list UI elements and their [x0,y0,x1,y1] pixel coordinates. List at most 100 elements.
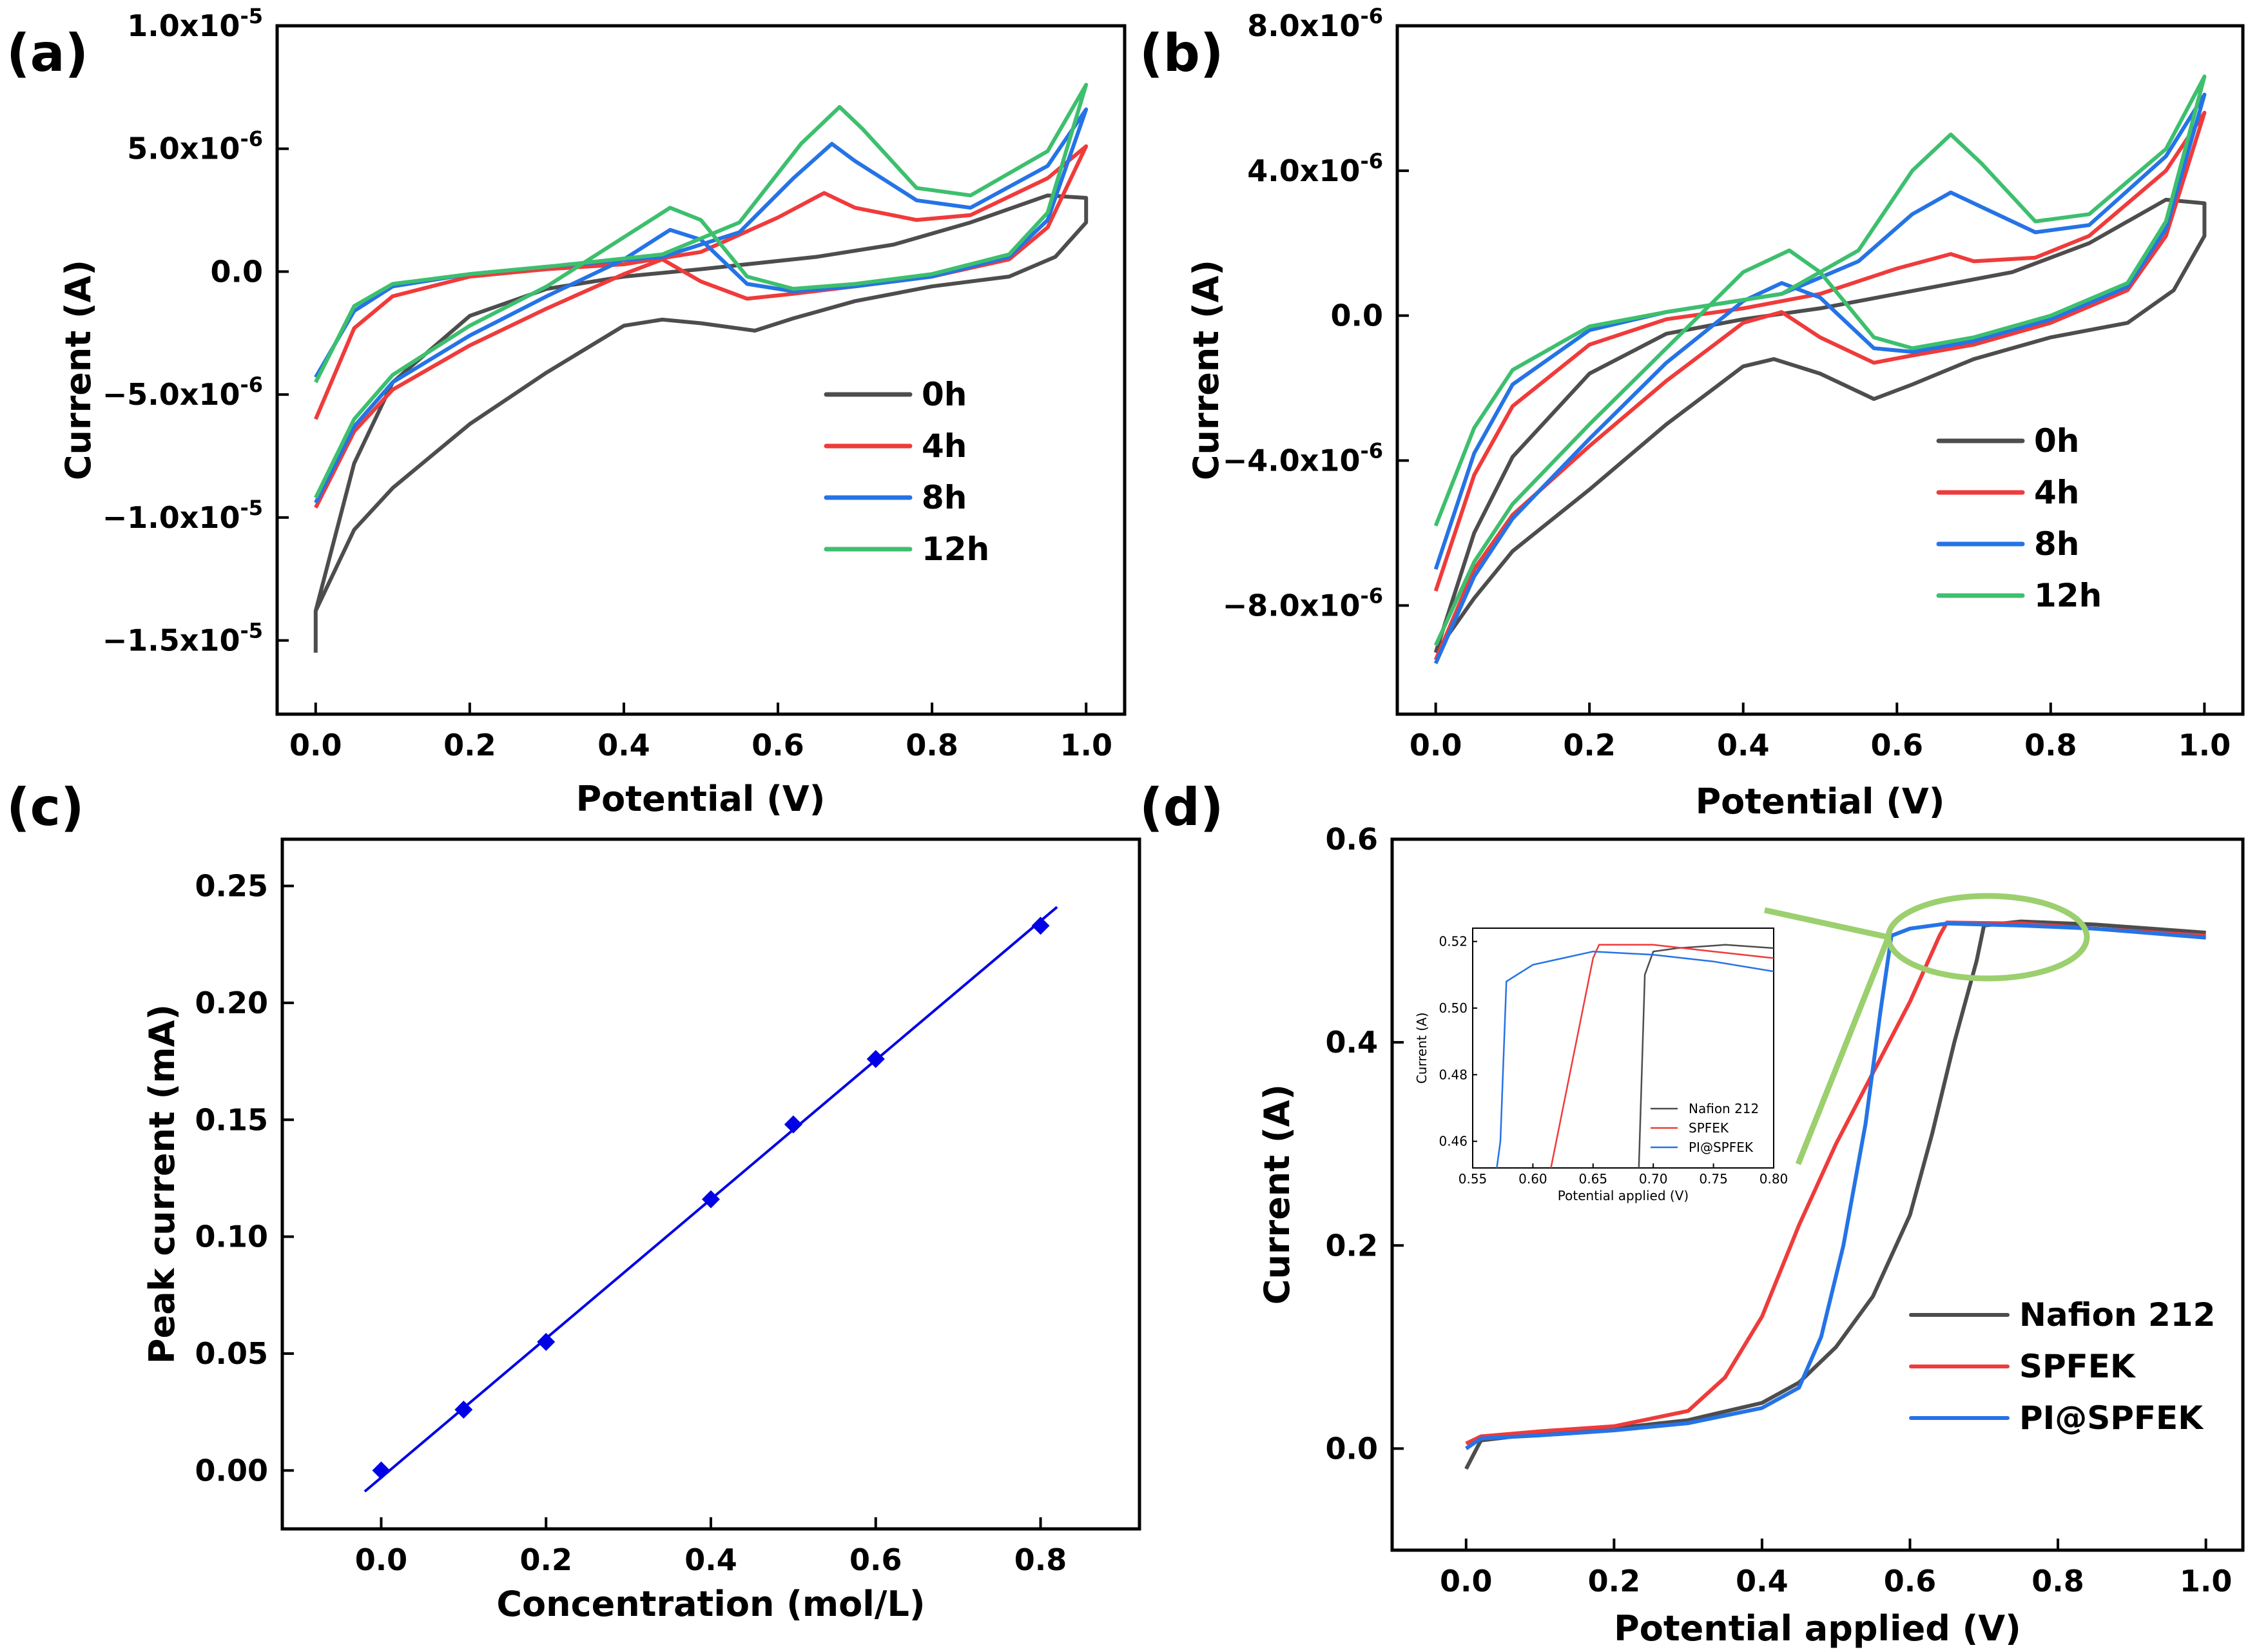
panel-c-panel-letter: (c) [6,777,84,837]
panel-b-x-tick-label: 0.2 [1563,728,1616,763]
panel-b-x-tick-label: 0.4 [1717,728,1770,763]
panel-d-x-tick-label: 0.6 [1884,1564,1937,1599]
panel-d-highlight-connector [1764,907,1889,940]
panel-a-series-line-8h [314,107,1089,504]
panel-d-inset-series-line-PI@SPFEK [1496,950,1774,1168]
panel-a-x-tick-label: 1.0 [1060,728,1112,763]
panel-c-x-tick-label: 0.2 [519,1542,572,1577]
panel-c-x-tick-label: 0.4 [684,1542,737,1577]
panel-b-x-tick-label: 1.0 [2178,728,2231,763]
panel-c-data-point [784,1115,802,1134]
panel-d-y-axis-title: Current (A) [1257,1084,1297,1305]
panel-a-panel-letter: (a) [6,23,88,83]
panel-c-data-point [866,1049,885,1068]
panel-d-inset-x-tick-label: 0.60 [1518,1171,1547,1187]
panel-d-series-line-PI@SPFEK [1465,921,2206,1450]
panel-d-x-tick-label: 0.8 [2031,1564,2084,1599]
panel-a-y-tick-label: 0.0 [211,254,264,289]
panel-a-y-tick-label: 1.0x10-5 [127,4,263,43]
panel-a-legend-label: 12h [922,530,989,568]
panel-b-series-line-12h [1433,74,2207,646]
panel-d-inset-y-tick-label: 0.46 [1439,1134,1468,1149]
panel-c-y-tick-label: 0.10 [195,1220,269,1254]
panel-d-inset-x-tick-label: 0.70 [1639,1171,1668,1187]
panel-d-inset-series-line-SPFEK [1550,944,1774,1168]
panel-d-inset-series-line-Nafion 212 [1638,944,1774,1168]
panel-a-series-line-4h [314,144,1089,509]
panel-d-y-tick-label: 0.6 [1326,822,1379,857]
panel-a-y-tick-label: 5.0x10-6 [127,127,263,166]
panel-d-y-tick-label: 0.4 [1326,1025,1379,1060]
panel-c-y-axis-title: Peak current (mA) [142,1004,182,1364]
panel-c-data-point [702,1190,720,1209]
panel-d-inset-x-tick-label: 0.80 [1759,1171,1788,1187]
panel-c-x-axis-title: Concentration (mol/L) [496,1584,925,1624]
panel-b-legend-label: 4h [2034,474,2079,511]
panel-b-legend-label: 8h [2034,525,2079,563]
panel-c-data-point [454,1401,473,1419]
panel-c-data-point [372,1461,391,1480]
panel-a-legend-label: 4h [922,427,967,465]
panel-a-x-tick-label: 0.0 [289,728,342,763]
panel-d-y-tick-label: 0.0 [1326,1431,1379,1466]
panel-d-inset-y-axis-title: Current (A) [1414,1013,1430,1084]
panel-c-data-point [537,1332,556,1351]
panel-d-panel-letter: (d) [1139,777,1223,837]
panel-b-panel-letter: (b) [1139,23,1223,83]
panel-b-y-tick-label: 0.0 [1331,298,1384,333]
panel-d-inset-x-tick-label: 0.75 [1699,1171,1728,1187]
panel-d-inset-legend-label: SPFEK [1689,1120,1729,1136]
panel-b-x-tick-label: 0.6 [1871,728,1924,763]
panel-c-data-point [1031,917,1050,935]
panel-c-x-tick-label: 0.8 [1014,1542,1067,1577]
panel-b-y-axis-title: Current (A) [1186,260,1226,480]
panel-b-series-line-4h [1433,110,2207,661]
panel-d-inset-y-tick-label: 0.50 [1439,1000,1468,1016]
panel-d-inset-legend-label: Nafion 212 [1689,1101,1759,1116]
panel-d-highlight-connector [1795,936,1892,1165]
panel-b-x-tick-label: 0.8 [2024,728,2077,763]
panel-b-x-tick-label: 0.0 [1410,728,1462,763]
panel-a-plot-frame [275,24,1127,716]
panel-a-x-axis-title: Potential (V) [576,779,826,819]
panel-d-inset-x-tick-label: 0.55 [1459,1171,1488,1187]
panel-b-y-tick-label: 8.0x10-6 [1247,4,1383,43]
panel-b-y-tick-label: −8.0x10-6 [1223,583,1383,623]
panel-b-y-tick-label: −4.0x10-6 [1223,439,1383,478]
panel-d-inset-y-tick-label: 0.52 [1439,934,1468,949]
panel-c-x-tick-label: 0.6 [849,1542,902,1577]
chart-panel-d: 0.0 0.2 0.4 0.6 0.8 1.0 0.0 0.2 0.4 0.6 (d) Potenti… [1139,777,2245,1649]
panel-d-inset-frame [1472,928,1774,1169]
panel-b-series-line-0h [1433,197,2207,654]
chart-panel-b: 0.0 0.2 0.4 0.6 0.8 1.0 8.0x10-6 4.0x10-6 0.0 −4.… [1139,4,2245,822]
panel-d-x-tick-label: 0.2 [1588,1564,1641,1599]
panel-a-x-tick-label: 0.6 [751,728,804,763]
panel-d-inset-legend-label: PI@SPFEK [1689,1140,1754,1155]
panel-d-x-axis-title: Potential applied (V) [1614,1608,2021,1649]
panel-d-legend-label: Nafion 212 [2019,1296,2215,1334]
panel-d-legend-label: PI@SPFEK [2019,1399,2204,1437]
panel-b-y-tick-label: 4.0x10-6 [1247,149,1383,188]
panel-d-x-tick-label: 0.4 [1736,1564,1788,1599]
panel-d-inset-x-tick-label: 0.65 [1579,1171,1608,1187]
panel-d-y-tick-label: 0.2 [1326,1228,1379,1263]
panel-a-legend-label: 0h [922,376,967,413]
panel-c-x-tick-label: 0.0 [355,1542,408,1577]
panel-a-series-line-12h [314,83,1089,499]
panel-c-y-tick-label: 0.20 [195,986,269,1020]
panel-a-y-tick-label: −1.5x10-5 [102,619,263,658]
panel-c-y-tick-label: 0.05 [195,1336,269,1371]
panel-a-x-tick-label: 0.8 [906,728,958,763]
panel-d-x-tick-label: 0.0 [1440,1564,1493,1599]
chart-panel-a: 0.0 0.2 0.4 0.6 0.8 1.0 1.0x10-5 5.0x10-6 0.0 −5.… [6,4,1127,819]
panel-d-inset: 0.55 0.60 0.65 0.70 0.75 0.80 0.46 0.48 0.50 0.52… [1414,928,1788,1203]
panel-d-plot-frame [1390,837,2245,1552]
panel-c-y-tick-label: 0.25 [195,869,269,904]
panel-d-highlight-ellipse [1885,893,2090,982]
panel-c-y-tick-label: 0.00 [195,1453,269,1488]
panel-d-x-tick-label: 1.0 [2180,1564,2233,1599]
panel-a-x-tick-label: 0.4 [597,728,650,763]
panel-b-legend-label: 0h [2034,422,2079,460]
panel-a-y-tick-label: −1.0x10-5 [102,496,263,535]
